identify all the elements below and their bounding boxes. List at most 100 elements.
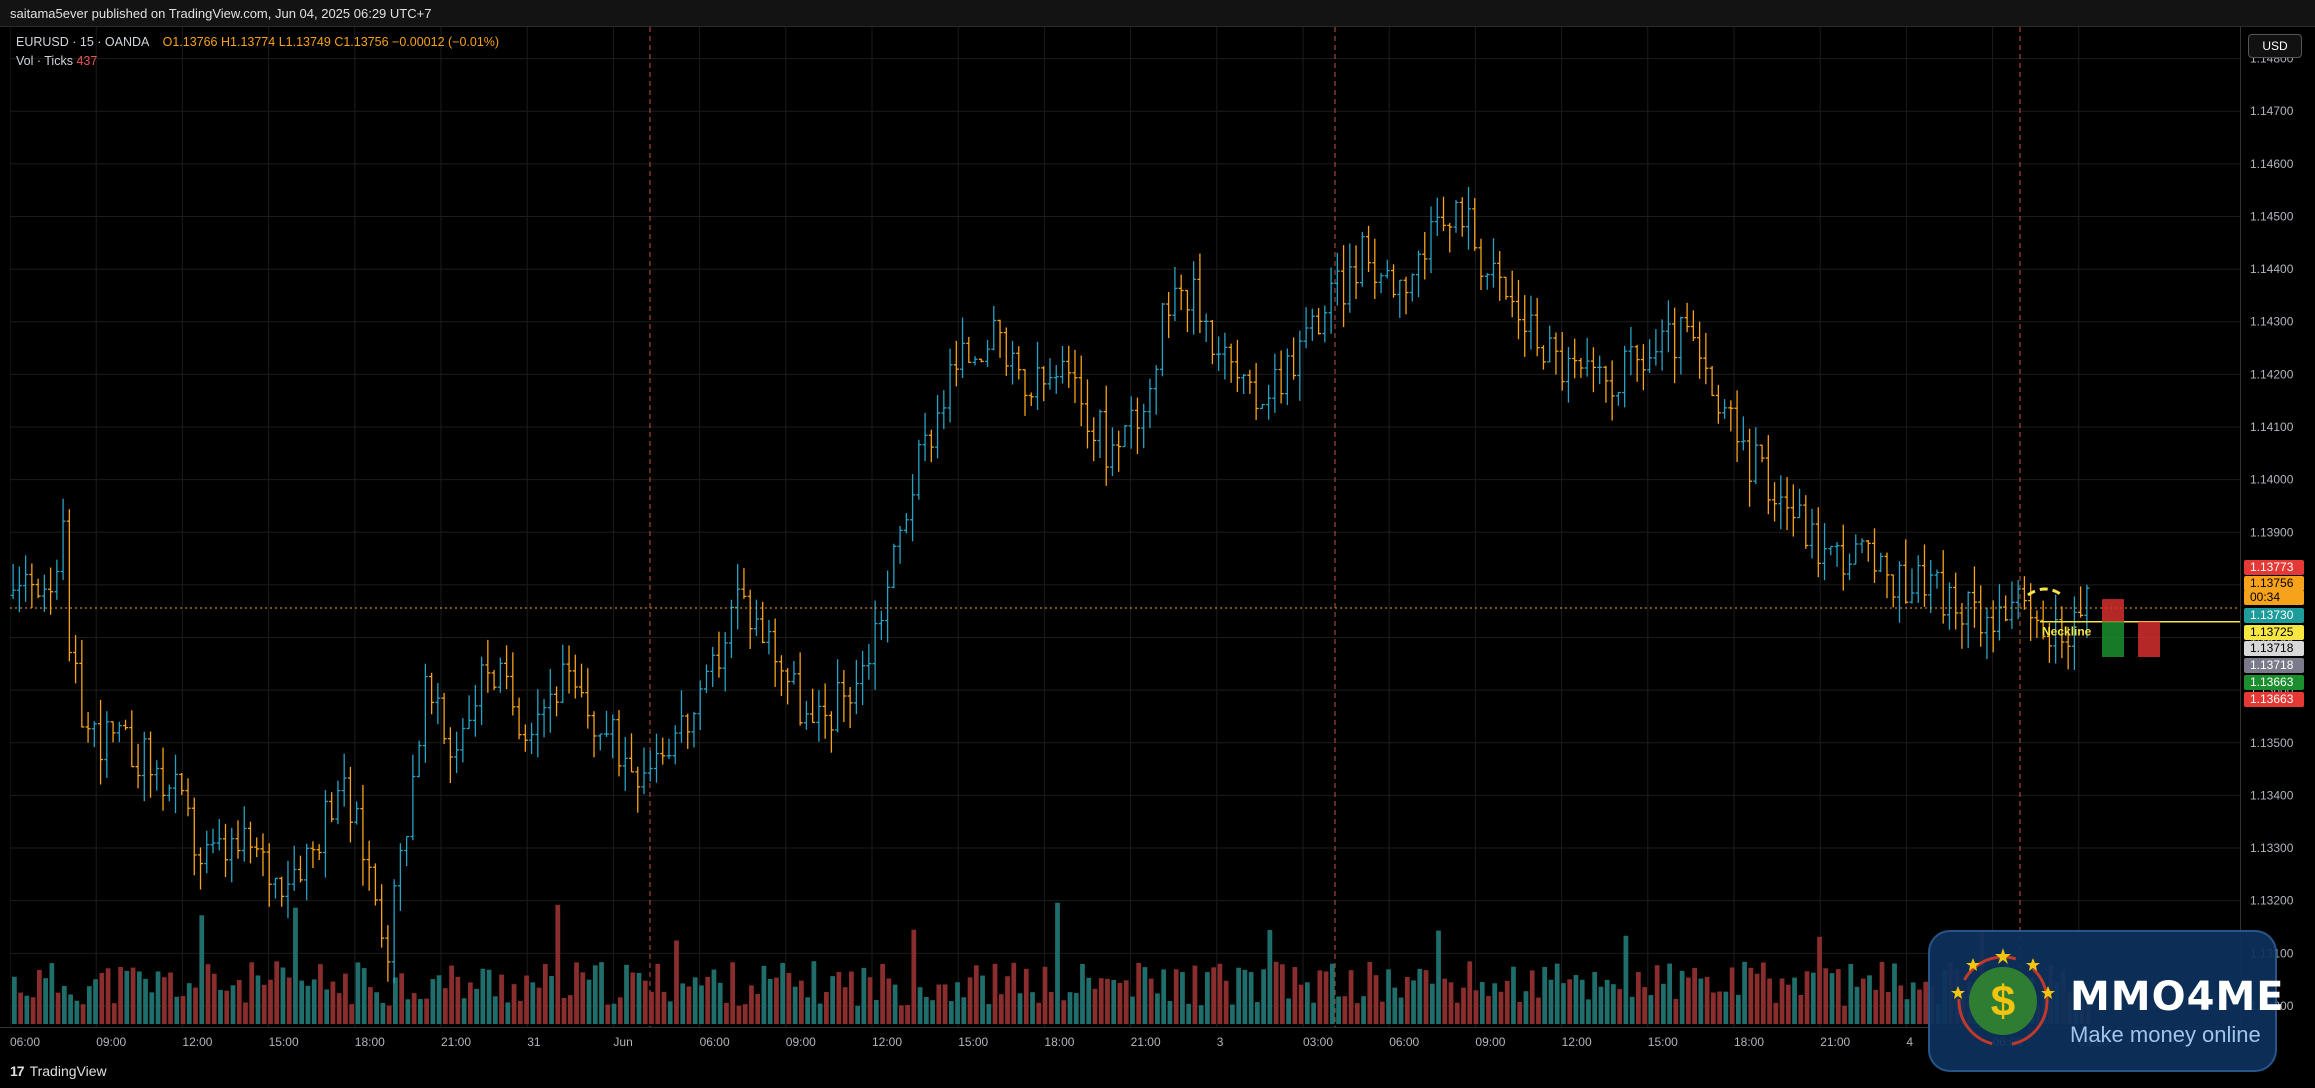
volume-bar	[74, 1000, 80, 1024]
time-axis-scale[interactable]: 06:00 09:00 12:00 15:00 18:00 21:00 31 Jun 06:00…	[0, 1028, 2240, 1056]
volume-bar	[617, 997, 623, 1024]
low-value: L1.13749	[278, 35, 331, 49]
volume-bar	[1417, 968, 1423, 1024]
time-tick-label: 21:00	[1820, 1035, 1850, 1049]
volume-bar	[411, 993, 417, 1024]
volume-bar	[1636, 971, 1641, 1024]
chart-pane[interactable]: Neckline	[10, 27, 2240, 1027]
volume-bar	[1860, 978, 1866, 1024]
volume-bar	[1367, 962, 1373, 1024]
price-tag	[2244, 576, 2304, 591]
volume-bar	[1898, 985, 1904, 1024]
high-value: H1.13774	[221, 35, 276, 49]
volume-bar	[1910, 982, 1916, 1024]
ohlc-legend-row[interactable]: EURUSD · 15 · OANDA O1.13766 H1.13774 L1…	[16, 33, 499, 52]
volume-bar	[1130, 996, 1135, 1024]
volume-bar	[36, 969, 42, 1024]
time-tick-label: 3	[1217, 1035, 1224, 1049]
volume-bar	[1473, 990, 1479, 1024]
volume-bar	[1142, 967, 1148, 1024]
volume-bar	[505, 1002, 511, 1024]
time-tick-label: 15:00	[1648, 1035, 1678, 1049]
volume-bar	[1754, 973, 1760, 1024]
volume-bar	[1279, 964, 1285, 1024]
time-axis[interactable]: 06:00 09:00 12:00 15:00 18:00 21:00 31 Jun 06:00…	[0, 1027, 2240, 1056]
volume-bar	[1117, 982, 1123, 1024]
volume-legend-row[interactable]: Vol · Ticks 437	[16, 52, 499, 71]
volume-bar	[386, 1005, 392, 1024]
volume-bar	[399, 973, 405, 1024]
volume-bar	[1105, 978, 1110, 1024]
volume-bar	[1436, 930, 1441, 1024]
volume-bar	[1242, 969, 1248, 1024]
price-tick-label: 1.13400	[2250, 788, 2294, 802]
volume-bar	[555, 904, 561, 1024]
volume-bar	[18, 992, 23, 1024]
price-tag-label: 1.13730	[2250, 608, 2294, 622]
price-tick-label: 1.13300	[2250, 841, 2294, 855]
volume-bar	[293, 907, 298, 1024]
price-tag-label: 1.13663	[2250, 692, 2294, 706]
volume-bar	[1186, 1003, 1192, 1024]
volume-bar	[1592, 971, 1598, 1024]
symbol-label[interactable]: EURUSD · 15 · OANDA	[16, 35, 149, 49]
volume-bar	[873, 999, 879, 1024]
volume-bar	[1742, 961, 1747, 1024]
volume-bar	[1785, 984, 1791, 1024]
volume-bar	[1030, 992, 1035, 1024]
volume-bar	[380, 1003, 386, 1024]
volume-bar	[349, 1004, 355, 1024]
volume-bar	[1080, 964, 1085, 1024]
volume-bar	[1548, 979, 1554, 1024]
time-tick-label: 06:00	[700, 1035, 730, 1049]
volume-bar	[143, 978, 148, 1024]
volume-bar	[686, 986, 692, 1024]
volume-bar	[636, 972, 642, 1024]
price-axis-scale[interactable]: 1.148001.147001.146001.145001.144001.143…	[2241, 27, 2315, 1039]
volume-bar	[1354, 1003, 1360, 1024]
currency-selector[interactable]: USD	[2248, 34, 2302, 58]
volume-bar	[1336, 996, 1341, 1024]
price-tag-label: 1.13718	[2250, 641, 2294, 655]
volume-bar	[311, 979, 317, 1024]
mmo4me-watermark: $ MMO4ME Make money online	[1928, 930, 2284, 1072]
volume-bar	[1698, 978, 1704, 1024]
volume-bar	[1304, 982, 1310, 1024]
time-tick-label: 18:00	[1044, 1035, 1074, 1049]
volume-bar	[992, 963, 998, 1024]
volume-bar	[923, 997, 929, 1024]
volume-bar	[1373, 975, 1379, 1024]
price-tag-label: 1.13718	[2250, 658, 2294, 672]
price-tag	[2244, 608, 2304, 623]
volume-bar	[1723, 991, 1729, 1024]
volume-bar	[1086, 977, 1092, 1024]
volume-bar	[261, 984, 267, 1024]
volume-bar	[836, 971, 842, 1024]
volume-bar	[1098, 978, 1104, 1024]
volume-bar	[336, 993, 342, 1024]
volume-bar	[955, 982, 960, 1024]
change-value: −0.00012 (−0.01%)	[392, 35, 500, 49]
volume-bar	[1205, 972, 1210, 1024]
volume-bar	[1230, 1004, 1235, 1024]
price-chart[interactable]: Neckline	[10, 27, 2240, 1027]
volume-bar	[1848, 964, 1854, 1024]
tradingview-brand[interactable]: 17 TradingView	[10, 1063, 107, 1079]
volume-bar	[1036, 1002, 1042, 1024]
volume-bar	[430, 979, 436, 1024]
volume-bar	[486, 969, 492, 1024]
volume-bar	[855, 1005, 860, 1024]
volume-bar	[880, 963, 885, 1024]
volume-label[interactable]: Vol · Ticks	[16, 54, 73, 68]
volume-bar	[1348, 970, 1354, 1024]
volume-bar	[1685, 977, 1691, 1024]
price-axis[interactable]: 1.14800 1.14700 1.14600 1.14500 1.14400 1.143…	[2240, 27, 2315, 1039]
volume-bar	[1479, 981, 1485, 1024]
price-tick-label: 1.14500	[2250, 209, 2294, 223]
publisher-line: saitama5ever published on TradingView.co…	[10, 6, 432, 21]
volume-bar	[517, 1000, 523, 1024]
volume-bar	[1323, 971, 1329, 1024]
volume-bar	[118, 967, 123, 1024]
volume-bar	[630, 972, 636, 1024]
volume-bar	[1617, 989, 1623, 1024]
